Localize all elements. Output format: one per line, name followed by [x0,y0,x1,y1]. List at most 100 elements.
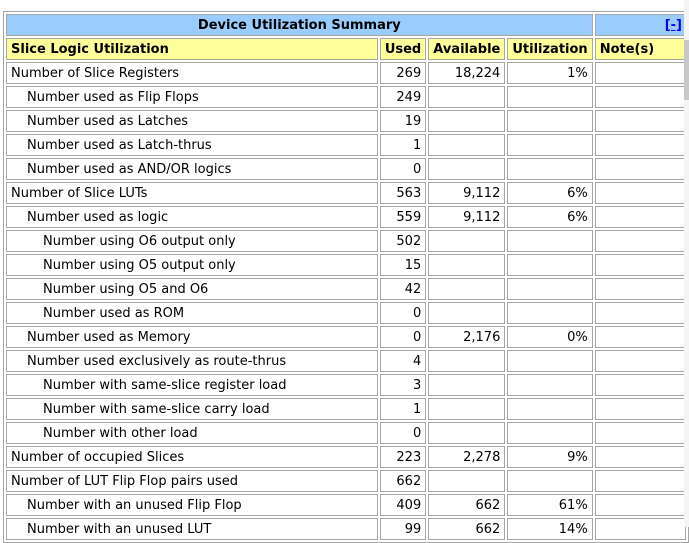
notes-value [594,350,686,372]
table-row: Number used as Memory 0 2,176 0% [6,326,686,348]
available-value: 2,278 [428,446,506,468]
utilization-value: 9% [507,446,593,468]
utilization-value: 14% [507,518,593,540]
table-row: Number used as ROM 0 [6,302,686,324]
row-label: Number using O6 output only [6,230,378,252]
header-slice-logic-utilization: Slice Logic Utilization [6,38,378,60]
utilization-value [507,158,593,180]
table-row: Number using O6 output only 502 [6,230,686,252]
available-value [428,110,506,132]
row-label: Number used exclusively as route-thrus [6,350,378,372]
utilization-value [507,278,593,300]
collapse-toggle-link[interactable]: [-] [664,17,682,33]
header-utilization: Utilization [507,38,593,60]
row-label: Number of LUT Flip Flop pairs used [6,470,378,492]
row-label: Number of occupied Slices [6,446,378,468]
row-label: Number used as ROM [6,302,378,324]
utilization-value [507,470,593,492]
used-value: 0 [379,422,427,444]
available-value: 9,112 [428,182,506,204]
header-available: Available [428,38,506,60]
used-value: 559 [379,206,427,228]
used-value: 563 [379,182,427,204]
table-row: Number with an unused LUT 99 662 14% [6,518,686,540]
available-value [428,86,506,108]
utilization-value: 61% [507,494,593,516]
table-row: Number of Slice LUTs 563 9,112 6% [6,182,686,204]
utilization-value [507,422,593,444]
notes-value [594,518,686,540]
row-label: Number with an unused LUT [6,518,378,540]
utilization-value [507,86,593,108]
available-value [428,158,506,180]
used-value: 42 [379,278,427,300]
row-label: Number used as AND/OR logics [6,158,378,180]
scrollbar-thumb[interactable] [684,40,689,100]
row-label: Number with same-slice carry load [6,398,378,420]
table-row: Number of LUT Flip Flop pairs used 662 [6,470,686,492]
used-value: 15 [379,254,427,276]
utilization-value [507,254,593,276]
notes-value [594,278,686,300]
notes-value [594,206,686,228]
available-value: 18,224 [428,62,506,84]
table-row: Number with an unused Flip Flop 409 662 … [6,494,686,516]
row-label: Number using O5 and O6 [6,278,378,300]
row-label: Number used as Latch-thrus [6,134,378,156]
utilization-value [507,350,593,372]
notes-value [594,86,686,108]
notes-value [594,110,686,132]
used-value: 223 [379,446,427,468]
notes-value [594,62,686,84]
utilization-value [507,230,593,252]
notes-value [594,470,686,492]
row-label: Number with same-slice register load [6,374,378,396]
header-notes: Note(s) [594,38,686,60]
row-label: Number with an unused Flip Flop [6,494,378,516]
used-value: 662 [379,470,427,492]
used-value: 249 [379,86,427,108]
used-value: 3 [379,374,427,396]
notes-value [594,182,686,204]
row-label: Number of Slice Registers [6,62,378,84]
summary-title: Device Utilization Summary [6,14,593,36]
row-label: Number used as Latches [6,110,378,132]
row-label: Number using O5 output only [6,254,378,276]
available-value [428,398,506,420]
table-row: Number of Slice Registers 269 18,224 1% [6,62,686,84]
available-value: 9,112 [428,206,506,228]
available-value [428,254,506,276]
used-value: 0 [379,302,427,324]
notes-value [594,158,686,180]
table-row: Number used as Latches 19 [6,110,686,132]
row-label: Number used as Flip Flops [6,86,378,108]
table-row: Number with other load 0 [6,422,686,444]
utilization-value: 6% [507,206,593,228]
used-value: 269 [379,62,427,84]
notes-value [594,326,686,348]
summary-title-row: Device Utilization Summary [-] [6,14,686,36]
used-value: 4 [379,350,427,372]
used-value: 1 [379,398,427,420]
available-value: 2,176 [428,326,506,348]
available-value [428,374,506,396]
table-row: Number used as Flip Flops 249 [6,86,686,108]
used-value: 99 [379,518,427,540]
table-row: Number with same-slice carry load 1 [6,398,686,420]
header-row: Slice Logic Utilization Used Available U… [6,38,686,60]
available-value: 662 [428,494,506,516]
header-used: Used [379,38,427,60]
table-row: Number using O5 and O6 42 [6,278,686,300]
vertical-scrollbar[interactable] [684,0,689,527]
available-value [428,422,506,444]
table-row: Number used as AND/OR logics 0 [6,158,686,180]
notes-value [594,494,686,516]
utilization-value [507,134,593,156]
used-value: 1 [379,134,427,156]
row-label: Number with other load [6,422,378,444]
notes-value [594,134,686,156]
used-value: 0 [379,326,427,348]
table-row: Number used as logic 559 9,112 6% [6,206,686,228]
table-row: Number used as Latch-thrus 1 [6,134,686,156]
available-value [428,278,506,300]
